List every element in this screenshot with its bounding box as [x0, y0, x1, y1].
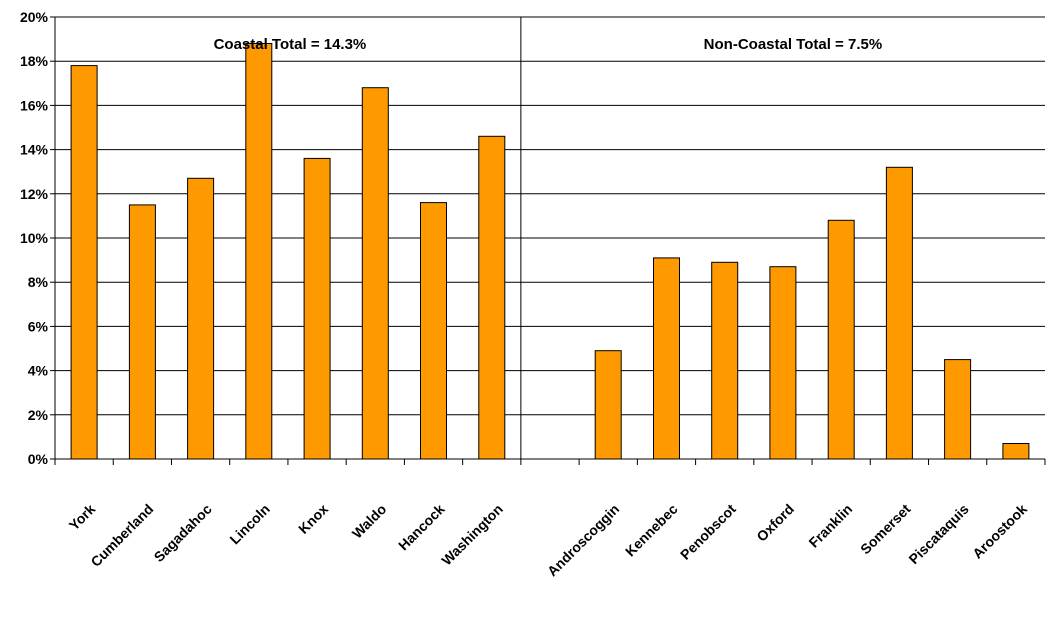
coastal-total-label: Coastal Total = 14.3% — [214, 36, 367, 53]
bar-cumberland — [128, 204, 156, 460]
x-tick-label-somerset: Somerset — [857, 501, 914, 558]
x-tick-label-androscoggin: Androscoggin — [544, 501, 622, 579]
y-tick-label-12: 12% — [20, 186, 49, 202]
y-tick-label-18: 18% — [20, 53, 49, 69]
x-tick-label-hancock: Hancock — [395, 501, 448, 554]
bar-androscoggin — [594, 350, 622, 460]
bars — [70, 43, 1030, 460]
non-coastal-total-label: Non-Coastal Total = 7.5% — [704, 36, 883, 53]
x-tick-label-franklin: Franklin — [805, 501, 855, 551]
bar-kennebec — [653, 257, 680, 460]
bar-somerset — [885, 166, 913, 460]
y-tick-label-20: 20% — [20, 9, 49, 25]
bar-york — [70, 65, 98, 460]
x-tick-label-penobscot: Penobscot — [677, 501, 739, 563]
group-annotations: Coastal Total = 14.3% Non-Coastal Total … — [214, 17, 883, 459]
y-tick-labels: 0% 2% 4% 6% 8% 10% 12% 14% 16% 18% 20% — [20, 9, 49, 467]
x-tick-label-waldo: Waldo — [349, 501, 390, 542]
bar-washington — [478, 135, 506, 460]
x-tick-label-piscataquis: Piscataquis — [905, 501, 971, 567]
bar-sagadahoc — [187, 177, 215, 460]
bar-oxford — [769, 266, 797, 460]
bar-waldo — [361, 87, 389, 460]
y-tick-label-6: 6% — [28, 318, 49, 334]
axes — [50, 16, 1046, 465]
x-tick-label-washington: Washington — [438, 501, 506, 569]
bar-franklin — [827, 219, 855, 460]
bar-hancock — [420, 202, 447, 460]
y-tick-label-14: 14% — [20, 142, 49, 158]
y-tick-label-4: 4% — [28, 363, 49, 379]
x-tick-label-york: York — [66, 501, 99, 534]
y-tick-label-10: 10% — [20, 230, 49, 246]
bar-penobscot — [711, 261, 739, 460]
x-tick-label-aroostook: Aroostook — [969, 501, 1030, 562]
y-tick-label-8: 8% — [28, 274, 49, 290]
gridlines — [55, 16, 1045, 460]
y-tick-label-2: 2% — [28, 407, 49, 423]
bar-lincoln — [245, 43, 273, 460]
x-tick-label-sagadahoc: Sagadahoc — [151, 501, 215, 565]
bar-piscataquis — [944, 359, 972, 460]
y-tick-label-16: 16% — [20, 97, 49, 113]
x-tick-label-lincoln: Lincoln — [226, 501, 273, 548]
x-tick-label-knox: Knox — [295, 501, 331, 537]
x-tick-label-oxford: Oxford — [753, 501, 797, 545]
bar-knox — [303, 157, 331, 460]
y-tick-label-0: 0% — [28, 451, 49, 467]
x-tick-label-cumberland: Cumberland — [87, 501, 156, 570]
bar-aroostook — [1002, 443, 1030, 460]
x-tick-label-kennebec: Kennebec — [622, 501, 681, 560]
